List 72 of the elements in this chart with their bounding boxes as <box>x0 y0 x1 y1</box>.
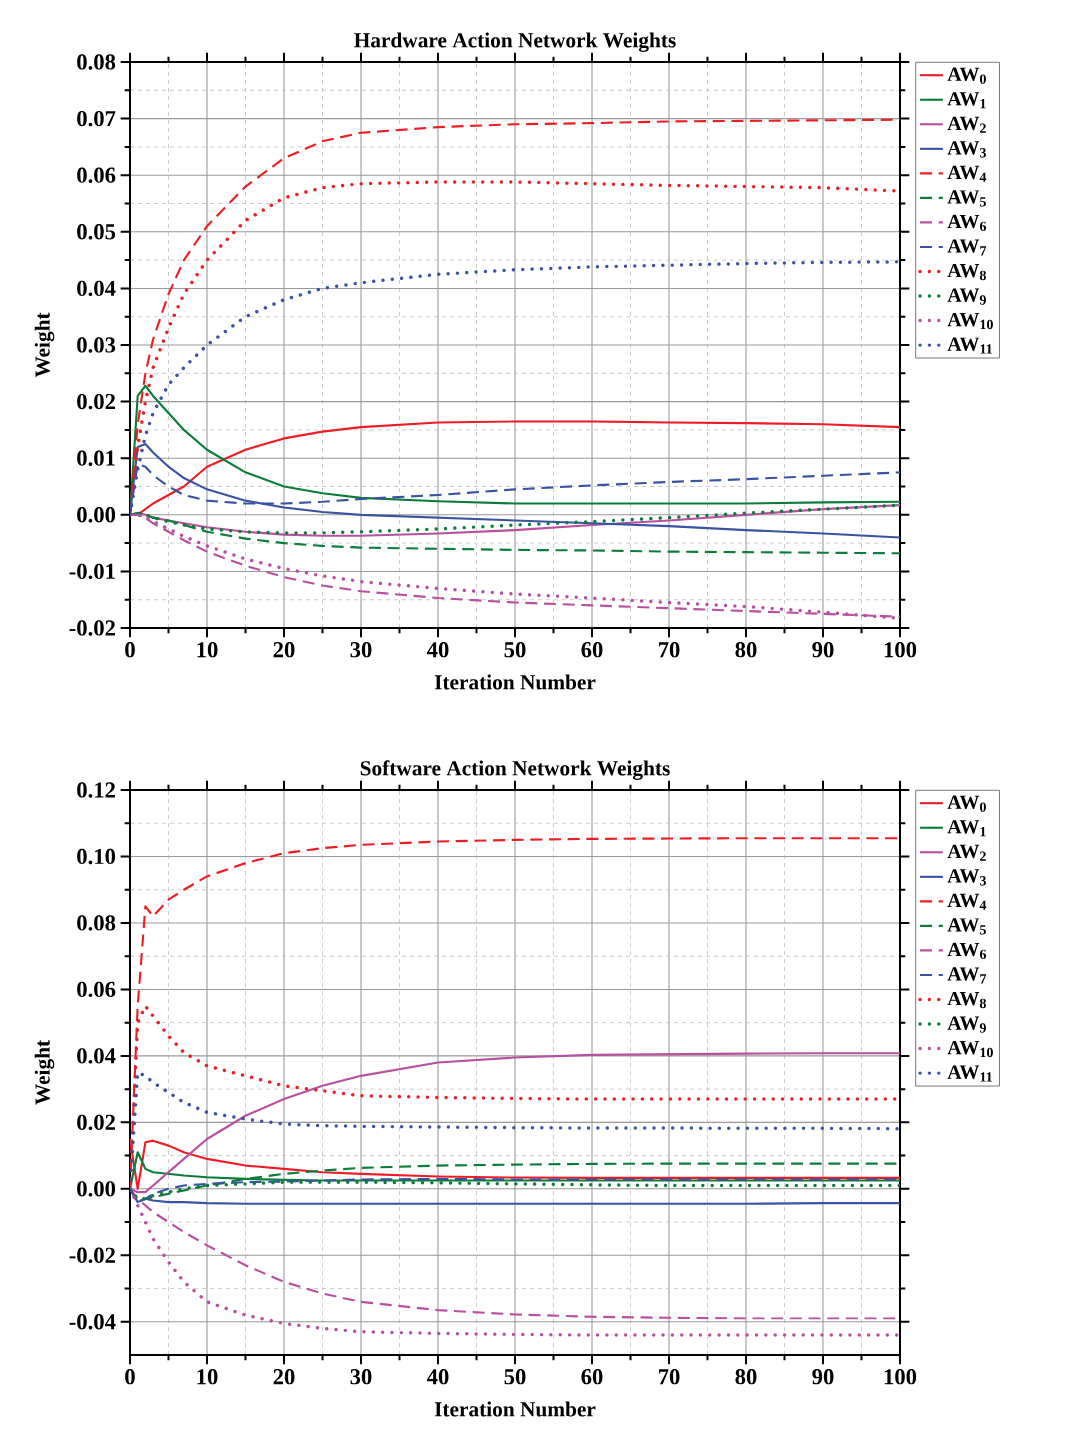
x-axis-title: Iteration Number <box>434 674 596 690</box>
legend-label: AW$_{0}$ <box>947 795 986 812</box>
legend-label: AW$_{4}$ <box>947 165 987 182</box>
x-tick-label: 90 <box>812 642 834 658</box>
y-tick-label: 0.01 <box>77 450 115 466</box>
legend-label: AW$_{9}$ <box>947 1016 986 1033</box>
legend-label: AW$_{6}$ <box>947 214 987 232</box>
legend-label: AW$_{11}$ <box>947 1065 992 1082</box>
legend-label: AW$_{2}$ <box>947 116 986 133</box>
legend-label: AW$_{10}$ <box>947 1040 993 1058</box>
y-tick-label: 0.00 <box>77 507 116 523</box>
chart-title: Hardware Action Network Weights <box>354 32 676 52</box>
x-tick-label: 10 <box>197 642 218 658</box>
x-tick-label: 80 <box>735 1369 757 1385</box>
y-tick-label: -0.02 <box>69 1247 115 1263</box>
y-tick-label: 0.12 <box>77 782 115 798</box>
legend-label: AW$_{5}$ <box>947 918 986 935</box>
y-tick-label: -0.02 <box>69 620 115 636</box>
x-tick-label: 0 <box>125 1369 135 1385</box>
legend-label: AW$_{4}$ <box>947 893 987 910</box>
x-tick-label: 0 <box>125 642 135 658</box>
x-tick-label: 70 <box>658 642 680 658</box>
x-tick-label: 50 <box>504 1369 526 1385</box>
legend-label: AW$_{3}$ <box>947 869 986 886</box>
y-axis-title: Weight <box>34 312 55 378</box>
legend-label: AW$_{1}$ <box>947 92 986 109</box>
x-tick-label: 50 <box>504 642 526 658</box>
y-tick-label: 0.07 <box>77 110 116 127</box>
x-tick-label: 100 <box>884 1369 917 1385</box>
x-tick-label: 90 <box>812 1369 834 1385</box>
x-tick-label: 60 <box>581 1369 603 1385</box>
legend-label: AW$_{2}$ <box>947 844 986 861</box>
y-tick-label: 0.02 <box>77 393 115 410</box>
legend-label: AW$_{5}$ <box>947 190 986 207</box>
y-tick-label: 0.00 <box>77 1181 116 1197</box>
y-tick-label: 0.03 <box>77 337 116 353</box>
legend-label: AW$_{3}$ <box>947 141 986 158</box>
y-tick-label: -0.04 <box>69 1314 116 1330</box>
y-tick-label: 0.08 <box>77 915 116 931</box>
x-tick-label: 20 <box>273 1369 295 1385</box>
x-tick-label: 40 <box>426 642 449 658</box>
y-tick-label: 0.04 <box>77 1048 116 1064</box>
x-tick-label: 40 <box>426 1369 449 1385</box>
legend-label: AW$_{7}$ <box>947 967 987 984</box>
x-tick-label: 10 <box>197 1369 218 1385</box>
legend-label: AW$_{0}$ <box>947 67 986 84</box>
y-tick-label: 0.06 <box>77 167 116 183</box>
legend-label: AW$_{7}$ <box>947 239 987 256</box>
legend-label: AW$_{8}$ <box>947 263 986 281</box>
chart-title: Software Action Network Weights <box>360 760 670 780</box>
legend-label: AW$_{10}$ <box>947 312 993 330</box>
legend-label: AW$_{9}$ <box>947 288 986 305</box>
y-tick-label: 0.06 <box>77 981 116 998</box>
legend-label: AW$_{11}$ <box>947 337 992 354</box>
y-tick-label: -0.01 <box>69 563 115 580</box>
legend-label: AW$_{1}$ <box>947 820 986 837</box>
y-tick-label: 0.08 <box>77 54 116 70</box>
y-axis-title: Weight <box>34 1040 55 1105</box>
x-tick-label: 60 <box>581 642 603 658</box>
legend-label: AW$_{8}$ <box>947 991 986 1009</box>
x-tick-label: 20 <box>273 642 295 658</box>
x-tick-label: 70 <box>658 1369 680 1385</box>
y-tick-label: 0.05 <box>77 224 116 240</box>
y-tick-label: 0.04 <box>77 280 116 297</box>
y-tick-label: 0.02 <box>77 1114 115 1131</box>
x-axis-title: Iteration Number <box>434 1401 596 1417</box>
x-tick-label: 30 <box>350 1369 372 1385</box>
y-tick-label: 0.10 <box>77 848 116 865</box>
x-tick-label: 30 <box>350 642 372 658</box>
legend-label: AW$_{6}$ <box>947 942 987 960</box>
x-tick-label: 80 <box>735 642 757 658</box>
x-tick-label: 100 <box>884 642 917 658</box>
